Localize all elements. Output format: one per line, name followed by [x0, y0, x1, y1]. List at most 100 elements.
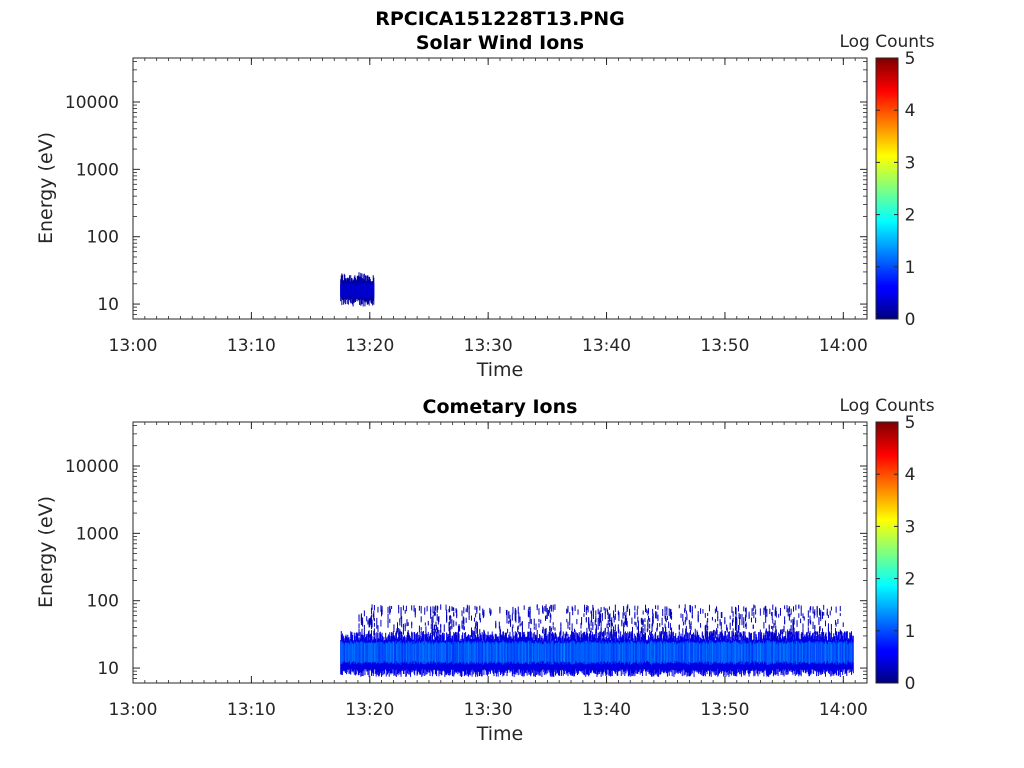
spectrogram-cell — [475, 620, 477, 627]
spectrogram-cell — [572, 607, 574, 612]
spectrogram-cell — [539, 641, 541, 664]
spectrogram-cell — [371, 619, 373, 624]
spectrogram-cell — [404, 609, 406, 614]
spectrogram-cell — [344, 283, 346, 298]
spectrogram-cell — [847, 644, 849, 661]
colorbar-tick-label: 4 — [905, 465, 916, 485]
spectrogram-cell — [536, 629, 538, 634]
spectrogram-cell — [480, 642, 482, 663]
spectrogram-cell — [348, 642, 350, 663]
spectrogram-cell — [464, 643, 466, 663]
spectrogram-cell — [513, 641, 515, 664]
spectrogram-cell — [362, 617, 364, 624]
spectrogram-cell — [463, 643, 465, 662]
spectrogram-cell — [787, 608, 789, 617]
spectrogram-cell — [725, 642, 727, 663]
spectrogram-cell — [533, 626, 535, 630]
spectrogram-cell — [586, 640, 588, 665]
spectrogram-cell — [852, 642, 854, 663]
y-axis-label: Energy (eV) — [35, 132, 57, 244]
spectrogram-cell — [401, 642, 403, 663]
spectrogram-cell — [543, 641, 545, 664]
spectrogram-cell — [549, 606, 551, 614]
spectrogram-cell — [801, 642, 803, 663]
spectrogram-cell — [575, 644, 577, 661]
spectrogram-cell — [504, 642, 506, 663]
spectrogram-cell — [404, 644, 406, 661]
spectrogram-cell — [505, 632, 507, 637]
spectrogram-cell — [550, 643, 552, 662]
spectrogram-cell — [774, 641, 776, 664]
spectrogram-cell — [540, 619, 542, 624]
spectrogram-cell — [424, 642, 426, 663]
spectrogram-cell — [778, 632, 780, 637]
spectrogram-cell — [594, 619, 596, 626]
spectrogram-cell — [739, 632, 741, 638]
spectrogram-cell — [691, 609, 693, 614]
spectrogram-cell — [411, 631, 413, 637]
spectrogram-cell — [510, 643, 512, 662]
spectrogram-cell — [498, 621, 500, 629]
spectrogram-cell — [425, 640, 427, 665]
spectrogram-cell — [463, 626, 465, 631]
spectrogram-cell — [402, 644, 404, 661]
spectrogram-cell — [721, 632, 723, 640]
spectrogram-cell — [347, 284, 349, 297]
spectrogram-cell — [588, 641, 590, 664]
spectrogram-cell — [352, 642, 354, 663]
spectrogram-cell — [483, 609, 485, 617]
spectrogram-cell — [536, 605, 538, 611]
spectrogram-cell — [498, 643, 500, 662]
spectrogram-cell — [659, 623, 661, 627]
spectrogram-cell — [379, 641, 381, 664]
spectrogram-cell — [398, 627, 400, 635]
spectrogram-cell — [648, 643, 650, 662]
spectrogram-cell — [498, 643, 500, 662]
spectrogram-cell — [397, 641, 399, 664]
x-tick-label: 13:30 — [464, 336, 513, 356]
spectrogram-cell — [451, 643, 453, 662]
spectrogram-cell — [373, 630, 375, 636]
spectrogram-cell — [784, 643, 786, 662]
spectrogram-cell — [753, 604, 755, 608]
spectrogram-cell — [835, 640, 837, 665]
spectrogram-cell — [820, 641, 822, 664]
spectrogram-cell — [743, 621, 745, 628]
spectrogram-cell — [822, 641, 824, 664]
spectrogram-cell — [730, 643, 732, 663]
spectrogram-cell — [846, 640, 848, 665]
spectrogram-cell — [716, 629, 718, 637]
spectrogram-cell — [607, 626, 609, 632]
spectrogram-cell — [793, 620, 795, 625]
colorbar-label: Log Counts — [839, 32, 934, 52]
spectrogram-cell — [528, 622, 530, 629]
spectrogram-cell — [411, 621, 413, 625]
spectrogram-cell — [483, 640, 485, 665]
spectrogram-cell — [678, 604, 680, 609]
spectrogram-cell — [732, 611, 734, 617]
spectrogram-cell — [440, 641, 442, 664]
axes-frame — [132, 57, 868, 320]
spectrogram-cell — [451, 619, 453, 623]
spectrogram-cell — [368, 642, 370, 663]
spectrogram-cell — [476, 621, 478, 630]
spectrogram-cell — [623, 608, 625, 613]
spectrogram-cell — [682, 641, 684, 664]
spectrogram-cell — [599, 642, 601, 663]
spectrogram-cell — [814, 625, 816, 634]
colorbar-tick-label: 2 — [905, 206, 916, 226]
spectrogram-cell — [587, 641, 589, 664]
spectrogram-cell — [342, 643, 344, 662]
spectrogram-cell — [768, 640, 770, 665]
spectrogram-cell — [473, 631, 475, 637]
spectrogram-cell — [490, 643, 492, 662]
spectrogram-cell — [739, 614, 741, 620]
y-tick-label: 100 — [87, 228, 119, 248]
spectrogram-cell — [457, 641, 459, 665]
spectrogram-cell — [797, 631, 799, 639]
spectrogram-cell — [362, 284, 364, 297]
spectrogram-cell — [570, 642, 572, 663]
spectrogram-cell — [741, 644, 743, 661]
spectrogram-cell — [504, 641, 506, 664]
spectrogram-cell — [354, 283, 356, 297]
